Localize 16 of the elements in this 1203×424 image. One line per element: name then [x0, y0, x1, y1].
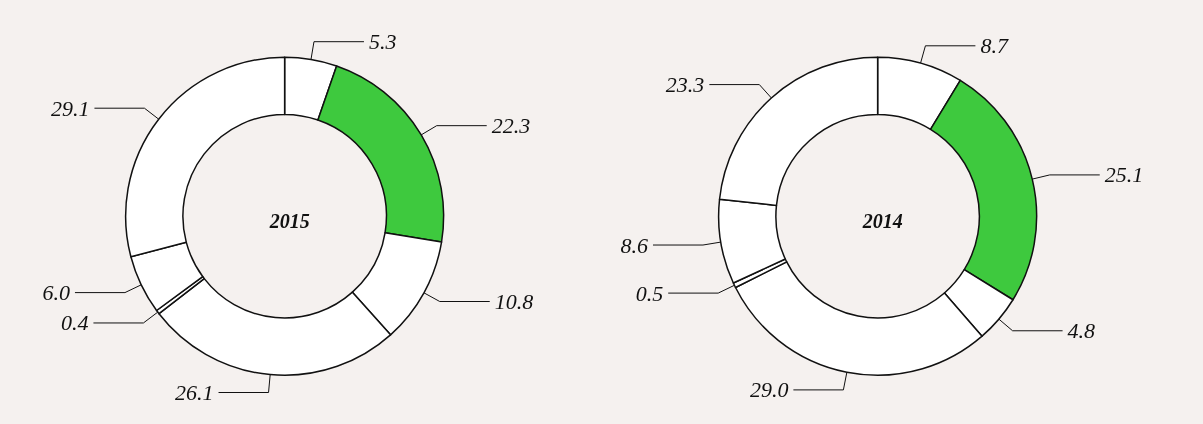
data-label: 4.8 [1067, 318, 1096, 344]
text: 2014 [861, 210, 903, 233]
data-label: 25.1 [1104, 162, 1144, 188]
data-label: 0.4 [60, 310, 89, 336]
data-label: 8.7 [980, 33, 1009, 59]
data-label: 6.0 [42, 280, 70, 306]
data-label: 29.0 [749, 377, 789, 403]
data-label: 0.5 [635, 280, 664, 306]
data-label: 23.3 [665, 72, 705, 98]
data-label: 26.1 [175, 380, 214, 406]
text: 2015 [268, 210, 310, 233]
data-label: 5.3 [368, 29, 397, 55]
data-label: 29.1 [50, 95, 90, 121]
data-label: 22.3 [491, 113, 531, 139]
data-label: 8.6 [620, 232, 648, 258]
data-label: 10.8 [494, 289, 534, 315]
